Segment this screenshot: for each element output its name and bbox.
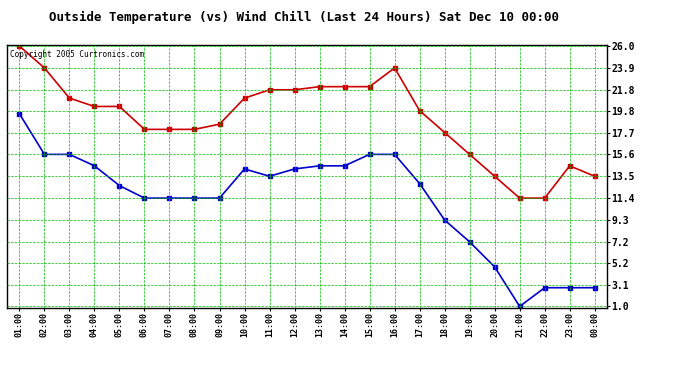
Text: Outside Temperature (vs) Wind Chill (Last 24 Hours) Sat Dec 10 00:00: Outside Temperature (vs) Wind Chill (Las…: [48, 11, 559, 24]
Text: Copyright 2005 Curtronics.com: Copyright 2005 Curtronics.com: [10, 50, 144, 59]
